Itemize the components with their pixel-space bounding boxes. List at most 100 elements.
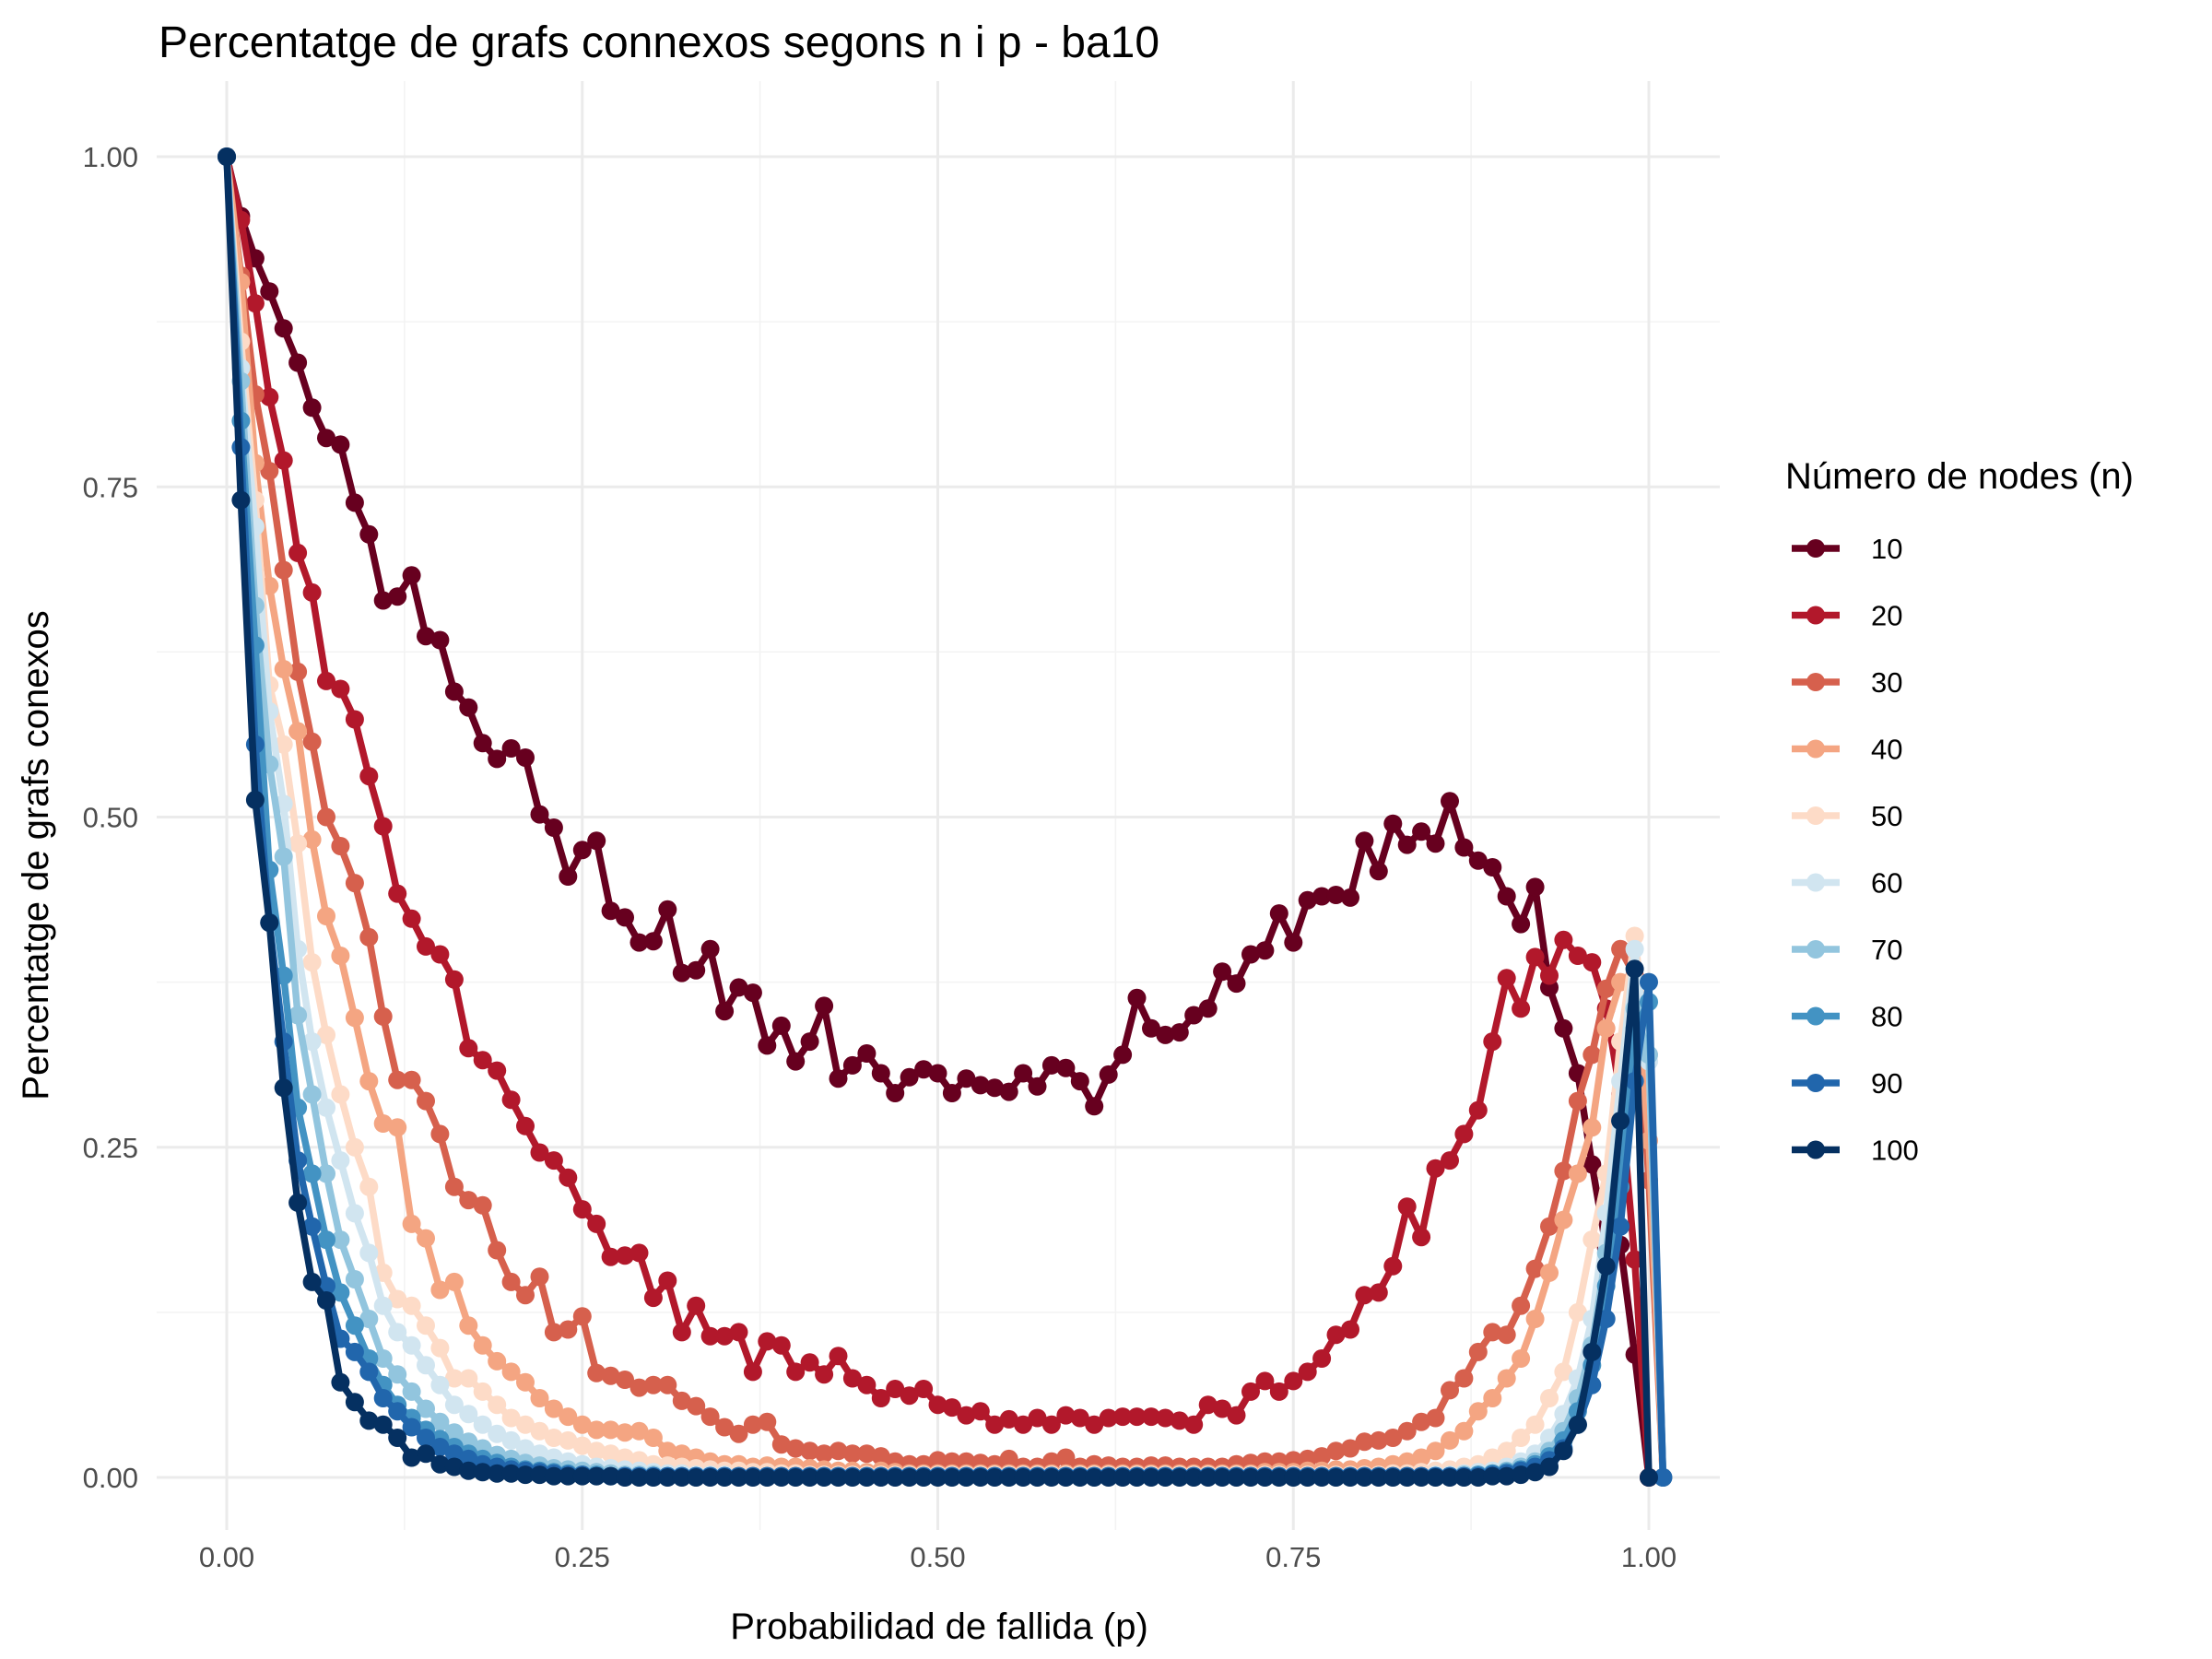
series-100 [218,147,1658,1487]
data-point [430,1438,450,1456]
data-point [1525,1310,1545,1328]
data-point [1625,926,1644,946]
data-point [1355,1286,1374,1305]
data-point [687,1296,706,1315]
data-point [260,913,279,933]
data-point [1113,1407,1133,1427]
data-point [402,1382,421,1401]
data-point [1468,1342,1488,1361]
data-point [1383,814,1403,833]
data-point [488,1241,507,1260]
data-point [1611,1217,1630,1236]
data-point [658,1271,677,1290]
data-point [1554,1441,1573,1461]
data-point [302,953,322,972]
data-point [331,1283,350,1302]
data-point [629,1378,649,1397]
data-point [786,1362,806,1382]
data-point [1397,835,1417,854]
data-point [544,1466,563,1486]
data-point [459,1316,478,1335]
data-point [530,805,549,824]
data-point [928,1468,947,1487]
data-point [1085,1415,1104,1434]
legend-item-60: 60 [1792,867,1902,900]
data-point [1512,1465,1531,1485]
data-point [999,1409,1018,1429]
data-point [302,830,322,849]
data-point [373,591,393,610]
data-point [1512,1349,1531,1368]
data-point [1341,888,1359,907]
data-point [1213,962,1232,982]
data-point [388,884,407,903]
data-point [672,963,691,982]
data-point [1525,1463,1545,1482]
data-point [417,936,435,956]
data-point [1640,1468,1658,1487]
data-point [444,682,464,701]
x-axis-title: Probabilidad de fallida (p) [730,1606,1148,1647]
data-point [999,1468,1018,1487]
data-point [1426,1408,1445,1428]
data-point [1170,1411,1189,1430]
data-point [345,493,364,512]
data-point [1441,1151,1459,1171]
data-point [700,939,720,959]
data-point [444,1395,464,1415]
data-point [1554,1161,1573,1181]
data-point [1028,1408,1047,1428]
data-point [274,1078,293,1098]
data-point [758,1412,777,1431]
data-point [672,1323,691,1342]
data-point [1099,1468,1118,1487]
data-point [971,1402,990,1421]
data-point [388,1402,407,1421]
data-point [501,1408,521,1428]
data-point [1412,822,1431,841]
x-tick-label: 0.75 [1265,1541,1321,1573]
data-point [985,1415,1005,1434]
data-point [857,1468,877,1487]
data-point [317,907,335,925]
data-point [302,1217,322,1236]
data-point [1497,1441,1516,1461]
data-point [1142,1018,1160,1038]
data-point [417,1399,435,1418]
data-point [288,662,308,681]
legend-label: 50 [1871,800,1902,832]
data-point [345,1342,364,1361]
data-point [444,1369,464,1388]
data-point [1383,1256,1403,1276]
data-point [1041,1468,1061,1487]
data-point [1156,1025,1175,1044]
data-point [1028,1077,1047,1096]
data-point [530,1389,549,1407]
data-point [417,627,435,646]
data-point [559,1407,578,1427]
data-point [473,1415,492,1434]
data-point [1383,1468,1403,1487]
data-point [1326,1441,1346,1461]
data-point [672,1444,691,1464]
data-point [1355,831,1374,851]
data-point [1568,1164,1587,1183]
data-point [643,1288,663,1308]
tick-layer: 0.00 0.25 0.50 0.75 1.00 0.00 0.25 0.50 0.75 1.00 [83,141,1677,1573]
data-point [516,1372,535,1392]
data-point [829,1441,848,1461]
data-point [516,1116,535,1135]
data-point [473,1382,492,1401]
data-point [1184,1468,1204,1487]
data-point [1497,1369,1516,1388]
data-point [1568,947,1587,965]
data-point [1298,1468,1317,1487]
legend-item-80: 80 [1792,1001,1902,1033]
data-point [886,1084,905,1102]
data-point [1468,1402,1488,1421]
data-point [1127,988,1147,1007]
data-point [928,1064,947,1083]
data-point [687,1396,706,1416]
data-point [473,734,492,753]
